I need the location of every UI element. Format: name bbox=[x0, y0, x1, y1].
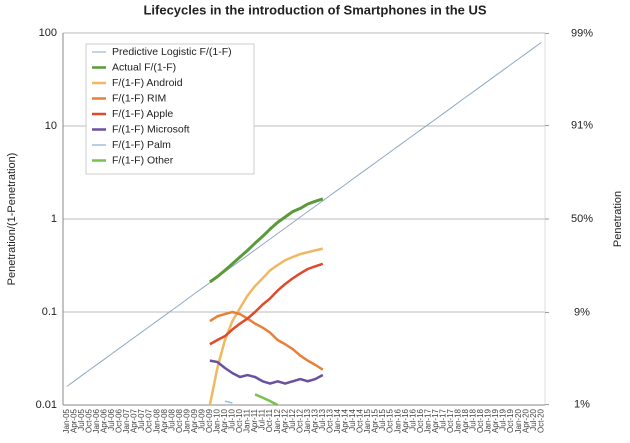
x-tick-label: Jul-07 bbox=[137, 408, 146, 430]
x-tick-label: Oct-15 bbox=[386, 408, 395, 433]
x-tick-label: Jan-10 bbox=[213, 408, 222, 433]
y-tick-label: 1 bbox=[51, 213, 57, 225]
x-tick-label: Jul-11 bbox=[258, 408, 267, 430]
y2-tick-label: 50% bbox=[571, 213, 593, 225]
y2-axis-label: Penetration bbox=[612, 191, 624, 247]
x-tick-label: Jul-13 bbox=[318, 408, 327, 430]
legend-box bbox=[85, 43, 255, 175]
y-tick-label: 100 bbox=[39, 27, 57, 39]
x-tick-label: Jan-15 bbox=[363, 408, 372, 433]
x-tick-label: Jul-16 bbox=[408, 408, 417, 430]
series-line bbox=[208, 247, 324, 406]
x-tick-label: Jan-11 bbox=[243, 408, 252, 432]
x-tick-label: Apr-07 bbox=[130, 408, 139, 433]
legend-label: F/(1-F) RIM bbox=[112, 92, 166, 104]
x-tick-label: Jan-09 bbox=[182, 408, 191, 433]
x-tick-label: Oct-14 bbox=[356, 408, 365, 433]
x-tick-label: Oct-19 bbox=[506, 408, 515, 433]
x-tick-label: Apr-17 bbox=[431, 408, 440, 433]
x-tick-label: Apr-10 bbox=[220, 408, 229, 433]
chart-title: Lifecycles in the introduction of Smartp… bbox=[143, 2, 486, 17]
x-tick-label: Apr-12 bbox=[280, 408, 289, 433]
x-tick-label: Jan-12 bbox=[273, 408, 282, 433]
legend-label: F/(1-F) Microsoft bbox=[112, 123, 190, 135]
x-tick-label: Apr-14 bbox=[341, 408, 350, 433]
y-tick-label: 10 bbox=[45, 120, 57, 132]
x-tick-label: Apr-09 bbox=[190, 408, 199, 433]
x-tick-label: Jan-05 bbox=[62, 408, 71, 433]
series-line bbox=[209, 262, 324, 346]
x-tick-label: Oct-20 bbox=[536, 408, 545, 433]
x-tick-label: Jul-19 bbox=[499, 408, 508, 430]
x-tick-label: Jul-17 bbox=[438, 408, 447, 430]
x-tick-label: Apr-18 bbox=[461, 408, 470, 433]
x-tick-label: Apr-16 bbox=[401, 408, 410, 433]
y2-tick-label: 9% bbox=[574, 306, 590, 318]
x-tick-label: Apr-11 bbox=[250, 408, 259, 432]
x-tick-label: Jul-08 bbox=[167, 408, 176, 430]
x-tick-label: Oct-08 bbox=[175, 408, 184, 433]
series-line bbox=[208, 197, 324, 284]
x-tick-label: Oct-13 bbox=[325, 408, 334, 433]
y-tick-label: 0.1 bbox=[42, 306, 57, 318]
x-tick-label: Oct-10 bbox=[235, 408, 244, 433]
x-tick-label: Jan-20 bbox=[514, 408, 523, 433]
x-tick-label: Oct-07 bbox=[145, 408, 154, 433]
legend-label: Predictive Logistic F/(1-F) bbox=[112, 46, 232, 58]
series-line bbox=[209, 310, 324, 371]
series-line bbox=[224, 400, 233, 404]
x-tick-label: Jul-14 bbox=[348, 408, 357, 430]
x-tick-label: Jan-07 bbox=[122, 408, 131, 433]
series-line bbox=[254, 393, 279, 407]
y2-tick-label: 1% bbox=[574, 399, 590, 411]
x-tick-label: Jan-14 bbox=[333, 408, 342, 433]
legend-label: F/(1-F) Android bbox=[112, 77, 183, 89]
series-line bbox=[209, 359, 324, 385]
legend: Predictive Logistic F/(1-F) Actual F/(1-F… bbox=[85, 43, 255, 175]
y-axis-label: Penetration/(1-Penetration) bbox=[6, 153, 18, 286]
x-tick-label: Jan-08 bbox=[152, 408, 161, 433]
x-tick-label: Jan-18 bbox=[454, 408, 463, 433]
legend-label: F/(1-F) Other bbox=[112, 154, 174, 166]
x-tick-label: Jul-06 bbox=[107, 408, 116, 430]
legend-label: F/(1-F) Palm bbox=[112, 139, 171, 151]
x-tick-label: Jul-05 bbox=[77, 408, 86, 430]
x-tick-label: Jul-09 bbox=[197, 408, 206, 430]
x-tick-label: Apr-06 bbox=[100, 408, 109, 433]
x-tick-label: Apr-15 bbox=[371, 408, 380, 433]
x-tick-label: Jul-10 bbox=[228, 408, 237, 430]
x-tick-label: Apr-05 bbox=[69, 408, 78, 433]
x-tick-label: Jul-18 bbox=[469, 408, 478, 430]
legend-label: F/(1-F) Apple bbox=[112, 108, 173, 120]
series-line bbox=[66, 42, 542, 387]
x-tick-label: Apr-13 bbox=[310, 408, 319, 433]
x-tick-label: Oct-12 bbox=[295, 408, 304, 433]
x-tick-label: Jul-15 bbox=[378, 408, 387, 430]
x-tick-label: Oct-18 bbox=[476, 408, 485, 433]
y-tick-label: 0.01 bbox=[36, 399, 57, 411]
x-tick-label: Oct-17 bbox=[446, 408, 455, 433]
x-tick-label: Jan-16 bbox=[393, 408, 402, 433]
x-tick-label: Oct-16 bbox=[416, 408, 425, 433]
x-tick-label: Oct-11 bbox=[265, 408, 274, 432]
x-tick-label: Jul-12 bbox=[288, 408, 297, 430]
x-tick-label: Apr-08 bbox=[160, 408, 169, 433]
x-tick-label: Apr-19 bbox=[491, 408, 500, 433]
x-tick-label: Oct-06 bbox=[115, 408, 124, 433]
x-tick-label: Jan-06 bbox=[92, 408, 101, 433]
x-tick-label: Oct-05 bbox=[84, 408, 93, 433]
x-tick-label: Jan-13 bbox=[303, 408, 312, 433]
x-tick-label: Oct-09 bbox=[205, 408, 214, 433]
x-tick-label: Apr-20 bbox=[521, 408, 530, 433]
y2-tick-label: 99% bbox=[571, 27, 593, 39]
y2-tick-label: 91% bbox=[571, 119, 593, 131]
x-tick-label: Jan-17 bbox=[423, 408, 432, 433]
x-tick-label: Jul-20 bbox=[529, 408, 538, 430]
x-tick-label: Jan-19 bbox=[484, 408, 493, 433]
legend-label: Actual F/(1-F) bbox=[112, 61, 176, 73]
